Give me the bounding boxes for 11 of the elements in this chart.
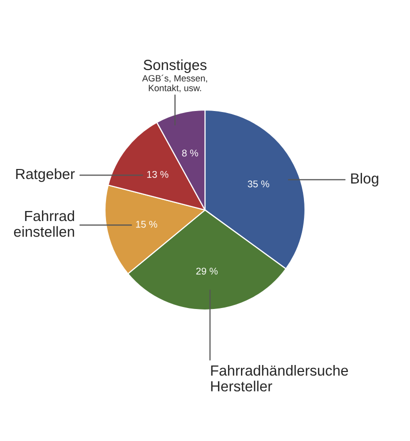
slice-label: Blog [351, 172, 378, 187]
slice-label: Sonstiges [144, 59, 206, 73]
slice-label: Ratgeber [16, 168, 75, 182]
data-label: 29 % [196, 268, 218, 275]
slice-label: Fahrrad einstellen [14, 210, 74, 237]
slice-label: Fahrradhändlersuche Hersteller [211, 365, 348, 392]
text: AGB´s, Messen, Kontakt, usw. [142, 74, 208, 92]
data-label: 8 % [182, 150, 198, 156]
data-label: 13 % [147, 170, 168, 178]
data-label: 35 % [248, 180, 270, 188]
data-label: 15 % [136, 220, 158, 228]
